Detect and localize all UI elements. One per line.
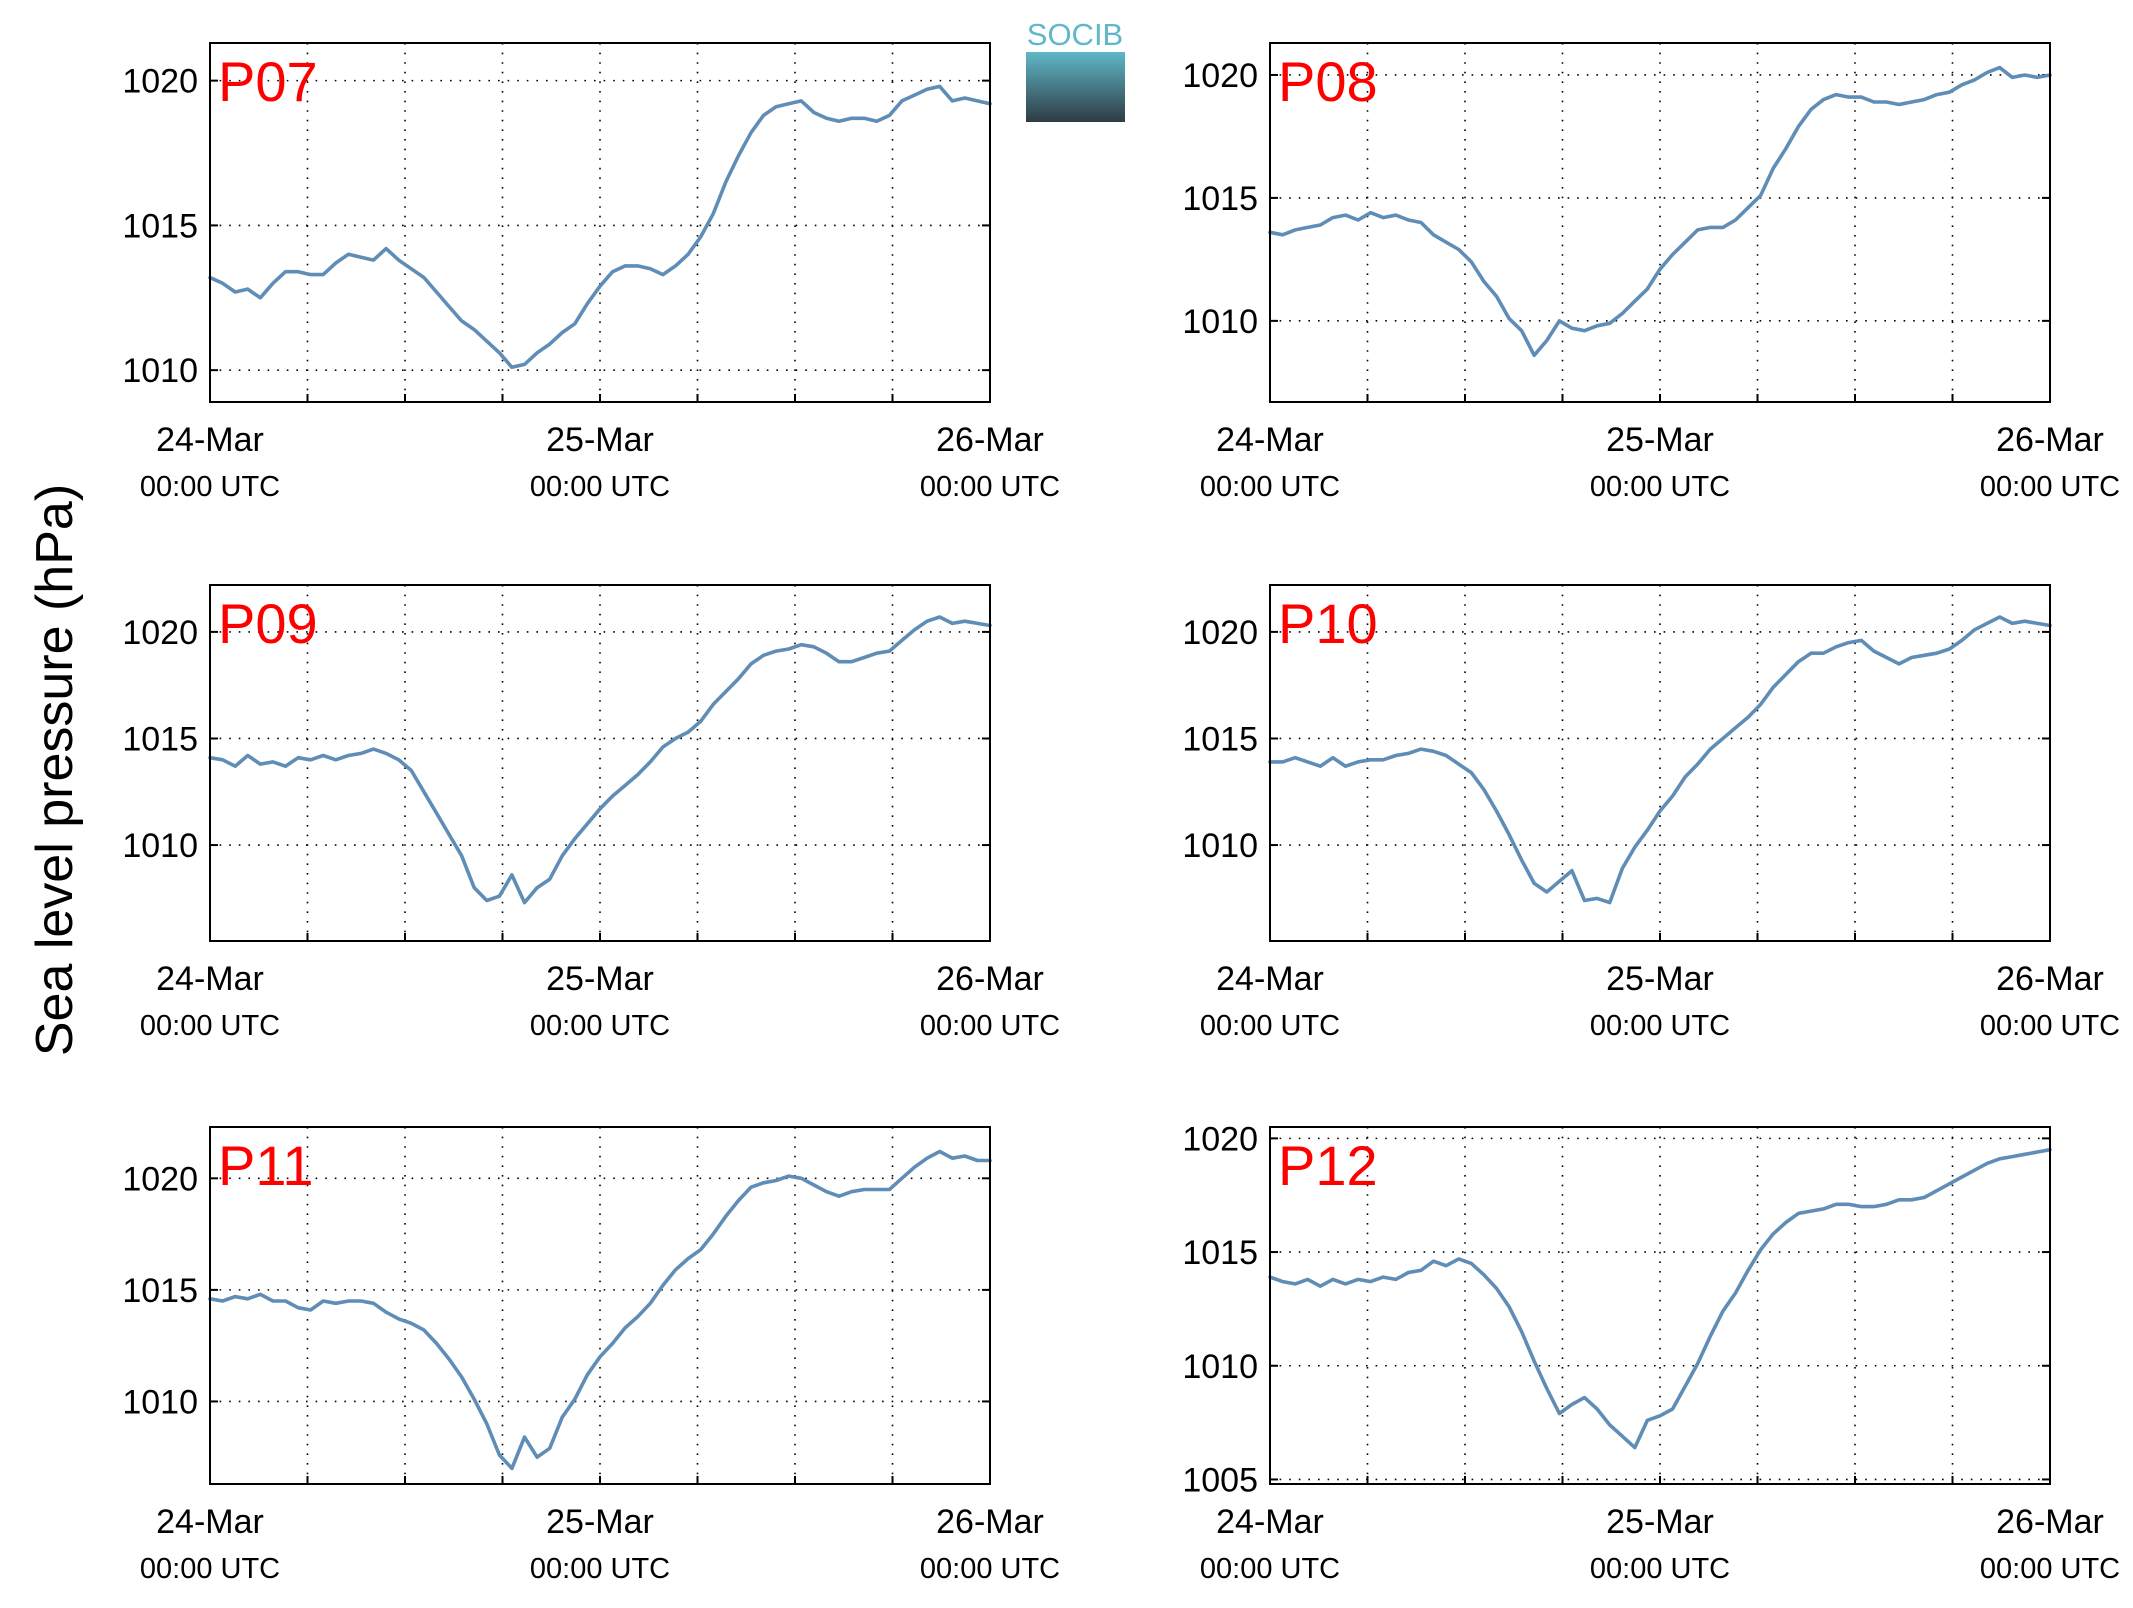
x-tick-date-label: 24-Mar (1216, 421, 1324, 459)
x-tick-time-label: 00:00 UTC (1200, 471, 1340, 503)
x-tick-time-label: 00:00 UTC (920, 1010, 1060, 1042)
y-tick-label: 1015 (1182, 180, 1258, 218)
y-tick-label: 1010 (1182, 303, 1258, 341)
chart-panel-p12: 1005 1010 1015 1020 24-Mar 00:00 UTC 25-Mar 00:… (1182, 1120, 2120, 1585)
series-line (208, 1149, 992, 1471)
y-tick-label: 1010 (122, 827, 198, 865)
x-tick-date-label: 26-Mar (1996, 1503, 2104, 1541)
y-tick-label: 1010 (1182, 1348, 1258, 1386)
x-tick-time-label: 00:00 UTC (530, 1553, 670, 1585)
y-tick-label: 1010 (122, 1383, 198, 1421)
plot-frame (209, 1126, 991, 1485)
x-tick-date-label: 24-Mar (156, 421, 264, 459)
plot-frame (1269, 1126, 2051, 1485)
panel-label: P07 (218, 50, 318, 113)
y-tick-label: 1010 (1182, 827, 1258, 865)
x-tick-time-label: 00:00 UTC (920, 1553, 1060, 1585)
x-tick-date-label: 25-Mar (1606, 960, 1714, 998)
x-tick-date-label: 24-Mar (156, 960, 264, 998)
y-axis-label: Sea level pressure (hPa) (26, 484, 84, 1056)
series-line (208, 615, 992, 905)
socib-logo-block (1026, 52, 1125, 122)
plot-frame (209, 42, 991, 403)
x-tick-date-label: 24-Mar (1216, 1503, 1324, 1541)
x-tick-date-label: 25-Mar (546, 421, 654, 459)
panel-label: P08 (1278, 50, 1378, 113)
x-tick-date-label: 25-Mar (546, 1503, 654, 1541)
x-tick-time-label: 00:00 UTC (920, 471, 1060, 503)
y-tick-label: 1020 (122, 1160, 198, 1198)
panel-label: P10 (1278, 592, 1378, 655)
x-tick-time-label: 00:00 UTC (1590, 471, 1730, 503)
x-tick-date-label: 25-Mar (546, 960, 654, 998)
y-tick-label: 1005 (1182, 1461, 1258, 1499)
x-tick-time-label: 00:00 UTC (1980, 1553, 2120, 1585)
x-tick-time-label: 00:00 UTC (1200, 1010, 1340, 1042)
x-tick-time-label: 00:00 UTC (530, 471, 670, 503)
plot-frame (1269, 42, 2051, 403)
x-tick-time-label: 00:00 UTC (1200, 1553, 1340, 1585)
panel-label: P12 (1278, 1134, 1378, 1197)
y-tick-label: 1015 (122, 1272, 198, 1310)
x-tick-date-label: 25-Mar (1606, 1503, 1714, 1541)
series-line (208, 84, 992, 370)
series-line (1268, 65, 2052, 358)
y-tick-label: 1020 (122, 614, 198, 652)
x-tick-time-label: 00:00 UTC (530, 1010, 670, 1042)
chart-panels: 1010 1015 1020 24-Mar 00:00 UTC 25-Mar 00:00 U… (122, 42, 2120, 1585)
y-tick-label: 1020 (122, 63, 198, 101)
chart-panel-p10: 1010 1015 1020 24-Mar 00:00 UTC 25-Mar 00:00 U… (1182, 584, 2120, 1042)
y-tick-label: 1015 (1182, 1234, 1258, 1272)
x-tick-date-label: 26-Mar (936, 1503, 1044, 1541)
x-tick-date-label: 25-Mar (1606, 421, 1714, 459)
chart-panel-p08: 1010 1015 1020 24-Mar 00:00 UTC 25-Mar 00:00 U… (1182, 42, 2120, 503)
x-tick-date-label: 26-Mar (936, 960, 1044, 998)
x-tick-date-label: 26-Mar (936, 421, 1044, 459)
y-tick-label: 1020 (1182, 57, 1258, 95)
plot-frame (209, 584, 991, 942)
series-line (1268, 615, 2052, 905)
x-tick-time-label: 00:00 UTC (140, 1553, 280, 1585)
x-tick-date-label: 26-Mar (1996, 960, 2104, 998)
y-tick-label: 1020 (1182, 614, 1258, 652)
x-tick-time-label: 00:00 UTC (140, 471, 280, 503)
y-tick-label: 1010 (122, 352, 198, 390)
chart-panel-p09: 1010 1015 1020 24-Mar 00:00 UTC 25-Mar 00:00 U… (122, 584, 1060, 1042)
x-tick-time-label: 00:00 UTC (1590, 1553, 1730, 1585)
x-tick-date-label: 24-Mar (1216, 960, 1324, 998)
x-tick-time-label: 00:00 UTC (1980, 471, 2120, 503)
socib-logo-text: SOCIB (1027, 17, 1123, 52)
chart-panel-p07: 1010 1015 1020 24-Mar 00:00 UTC 25-Mar 00:00 U… (122, 42, 1060, 503)
x-tick-date-label: 26-Mar (1996, 421, 2104, 459)
y-tick-label: 1015 (122, 720, 198, 758)
x-tick-time-label: 00:00 UTC (140, 1010, 280, 1042)
x-tick-time-label: 00:00 UTC (1980, 1010, 2120, 1042)
y-tick-label: 1015 (1182, 720, 1258, 758)
x-tick-date-label: 24-Mar (156, 1503, 264, 1541)
y-tick-label: 1020 (1182, 1120, 1258, 1158)
chart-panel-p11: 1010 1015 1020 24-Mar 00:00 UTC 25-Mar 00:00 U… (122, 1126, 1060, 1585)
y-tick-label: 1015 (122, 207, 198, 245)
socib-logo: SOCIB (1026, 17, 1125, 122)
plot-frame (1269, 584, 2051, 942)
x-tick-time-label: 00:00 UTC (1590, 1010, 1730, 1042)
series-line (1268, 1147, 2052, 1450)
panel-label: P09 (218, 592, 318, 655)
panel-label: P11 (218, 1134, 313, 1197)
